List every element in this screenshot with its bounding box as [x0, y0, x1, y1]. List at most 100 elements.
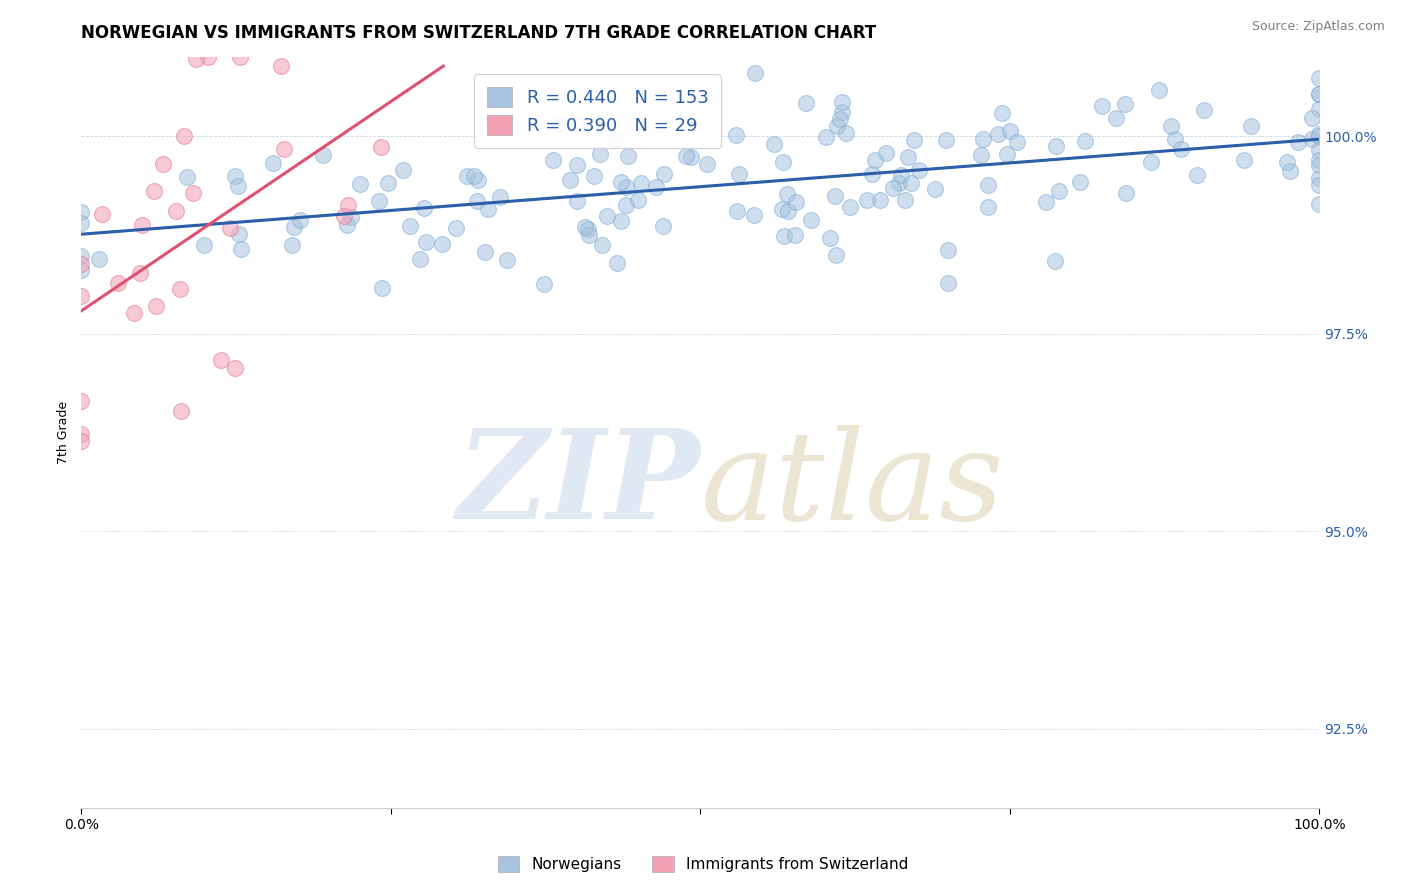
Point	[1074, 134, 1097, 148]
Point	[609, 175, 631, 189]
Point	[228, 227, 250, 241]
Point	[987, 127, 1010, 141]
Point	[541, 153, 564, 168]
Point	[1147, 83, 1170, 97]
Point	[1308, 196, 1330, 211]
Point	[831, 95, 853, 109]
Point	[399, 219, 422, 233]
Point	[1308, 178, 1330, 192]
Point	[565, 194, 588, 208]
Point	[725, 128, 748, 142]
Point	[370, 140, 392, 154]
Point	[333, 209, 356, 223]
Point	[184, 52, 207, 66]
Point	[312, 147, 335, 161]
Point	[1140, 155, 1163, 169]
Point	[800, 212, 823, 227]
Point	[818, 230, 841, 244]
Point	[860, 167, 883, 181]
Point	[825, 248, 848, 262]
Point	[169, 282, 191, 296]
Point	[270, 59, 292, 73]
Point	[70, 257, 93, 271]
Point	[91, 206, 114, 220]
Point	[1043, 253, 1066, 268]
Point	[474, 245, 496, 260]
Point	[903, 133, 925, 147]
Point	[1164, 132, 1187, 146]
Text: ZIP: ZIP	[457, 425, 700, 546]
Point	[467, 173, 489, 187]
Point	[496, 252, 519, 267]
Point	[977, 178, 1000, 192]
Point	[907, 163, 929, 178]
Point	[936, 276, 959, 290]
Point	[415, 235, 437, 250]
Point	[1308, 102, 1330, 116]
Point	[283, 220, 305, 235]
Point	[890, 168, 912, 182]
Point	[627, 193, 650, 207]
Point	[776, 204, 799, 219]
Point	[70, 427, 93, 442]
Point	[70, 216, 93, 230]
Point	[831, 104, 853, 119]
Point	[727, 168, 749, 182]
Point	[1278, 164, 1301, 178]
Point	[838, 200, 860, 214]
Point	[377, 176, 399, 190]
Point	[900, 176, 922, 190]
Point	[796, 96, 818, 111]
Point	[651, 219, 673, 234]
Point	[824, 189, 846, 203]
Point	[606, 256, 628, 270]
Point	[533, 277, 555, 292]
Point	[560, 173, 582, 187]
Point	[1160, 119, 1182, 133]
Point	[1301, 132, 1323, 146]
Point	[744, 66, 766, 80]
Point	[830, 112, 852, 126]
Point	[1045, 138, 1067, 153]
Point	[725, 204, 748, 219]
Point	[145, 299, 167, 313]
Point	[576, 222, 599, 236]
Point	[565, 117, 588, 131]
Point	[1005, 135, 1028, 149]
Y-axis label: 7th Grade: 7th Grade	[58, 401, 70, 464]
Point	[1114, 97, 1136, 112]
Point	[785, 195, 807, 210]
Point	[173, 129, 195, 144]
Point	[610, 213, 633, 227]
Point	[392, 162, 415, 177]
Point	[1187, 168, 1209, 182]
Point	[825, 119, 848, 133]
Point	[679, 150, 702, 164]
Point	[990, 105, 1012, 120]
Point	[1240, 119, 1263, 133]
Point	[143, 184, 166, 198]
Point	[70, 394, 93, 409]
Point	[652, 167, 675, 181]
Point	[1308, 87, 1330, 101]
Point	[785, 227, 807, 242]
Point	[336, 198, 359, 212]
Point	[224, 169, 246, 183]
Point	[614, 180, 637, 194]
Point	[887, 176, 910, 190]
Point	[591, 238, 613, 252]
Point	[107, 276, 129, 290]
Point	[70, 434, 93, 448]
Point	[1308, 158, 1330, 172]
Point	[924, 182, 946, 196]
Point	[773, 229, 796, 244]
Point	[70, 262, 93, 277]
Point	[488, 189, 510, 203]
Text: Source: ZipAtlas.com: Source: ZipAtlas.com	[1251, 20, 1385, 33]
Point	[1308, 171, 1330, 186]
Point	[835, 126, 858, 140]
Point	[193, 238, 215, 252]
Point	[430, 237, 453, 252]
Point	[228, 178, 250, 193]
Point	[1170, 142, 1192, 156]
